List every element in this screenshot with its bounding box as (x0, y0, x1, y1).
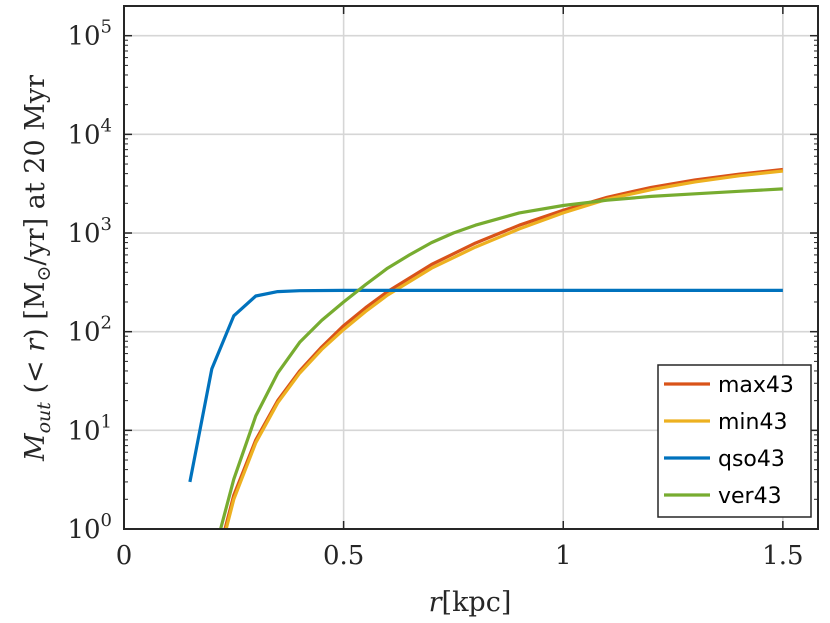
legend-box (657, 364, 812, 518)
y-tick-label: 103 (67, 214, 112, 249)
legend-label-ver43: ver43 (718, 484, 782, 509)
plot-frame (123, 5, 819, 530)
y-tick-label: 105 (67, 17, 112, 52)
ticklabel-layer: 0 0.5 1 1.5 100 101 102 103 104 105 (67, 17, 803, 571)
x-tick-label: 0.5 (323, 541, 364, 571)
y-tick-label: 102 (67, 313, 112, 348)
legend-label-qso43: qso43 (718, 447, 785, 472)
x-tick-label: 1 (555, 541, 572, 571)
grid-layer (124, 6, 818, 529)
svg-text:Mout (< r) [M⊙/yr] at 20 Myr: Mout (< r) [M⊙/yr] at 20 Myr (20, 75, 55, 462)
y-tick-label: 104 (67, 115, 112, 150)
series-line-ver43 (219, 187, 783, 529)
y-tick-label: 101 (67, 411, 112, 446)
series-line-qso43 (188, 288, 783, 483)
series-layer (188, 167, 784, 529)
series-line-min43 (224, 169, 784, 529)
legend-label-max43: max43 (718, 373, 794, 398)
x-axis-label: r[kpc] (429, 587, 512, 618)
legend-items: max43 min43 qso43 ver43 (664, 373, 794, 509)
tick-layer (123, 6, 818, 530)
legend-label-min43: min43 (718, 410, 787, 435)
x-tick-label: 0 (116, 541, 133, 571)
y-tick-label: 100 (67, 510, 112, 545)
legend: max43 min43 qso43 ver43 (657, 364, 812, 518)
y-axis-label: Mout (< r) [M⊙/yr] at 20 Myr (20, 75, 55, 462)
x-tick-label: 1.5 (762, 541, 803, 571)
